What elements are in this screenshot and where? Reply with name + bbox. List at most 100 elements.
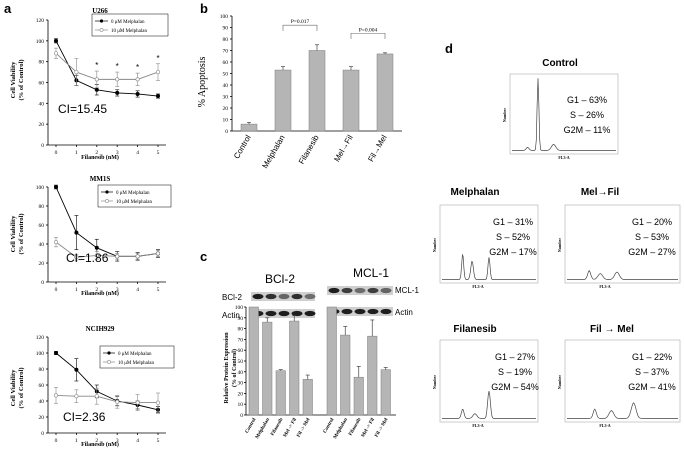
flow-stat-s: S – 53% bbox=[635, 232, 669, 242]
legend-label-1: 10 μM Melphalan bbox=[111, 29, 148, 34]
flow-panel-mel-fil: Mel→Fil Number FL3-A G1 – 20% S – 53% G2… bbox=[557, 187, 681, 289]
flow-frame bbox=[439, 204, 539, 284]
x-tick-label: 5 bbox=[157, 287, 160, 293]
data-point bbox=[135, 254, 140, 259]
x-tick-label: 4 bbox=[136, 438, 139, 444]
x-tick-label: 1 bbox=[75, 287, 78, 293]
legend-label-1: 10 μM Melphalan bbox=[116, 200, 153, 205]
legend-label-0: 0 μM Melphalan bbox=[116, 191, 150, 196]
category-label: Melphalan bbox=[255, 417, 271, 440]
y-tick-label: 40 bbox=[223, 83, 229, 89]
y-tick-label: 100 bbox=[36, 351, 45, 357]
significance-marker: * bbox=[95, 61, 98, 70]
legend-box bbox=[91, 13, 169, 37]
flow-cytometry: Control Number FL3-A G1 – 63% S – 26% G2… bbox=[432, 58, 681, 428]
flow-stat-g1: G1 – 63% bbox=[567, 95, 607, 105]
panel-letter-d: d bbox=[445, 41, 453, 56]
chart-title: MM1S bbox=[90, 175, 111, 183]
legend-marker-filled bbox=[99, 19, 104, 23]
line-chart-nci: NCIH929 0 20 40 60 80 100 120 0 1 2 3 4 5 Filanesib … bbox=[10, 325, 175, 448]
flow-stat-g1: G1 – 22% bbox=[632, 352, 672, 362]
blot-label-actin-right: Actin bbox=[395, 308, 413, 317]
legend: 0 μM Melphalan 10 μM Melphalan bbox=[99, 345, 175, 369]
y-tick-label: 50 bbox=[238, 359, 244, 365]
data-point bbox=[115, 254, 120, 259]
bar bbox=[353, 376, 364, 416]
bar-chart-apoptosis: 0 10 20 30 40 50 60 70 80 90 100 Control Melphalan Fi… bbox=[197, 14, 402, 170]
x-tick-label: 3 bbox=[116, 287, 119, 293]
y-axis-subtitle: (% of Control) bbox=[18, 213, 25, 254]
data-point bbox=[115, 399, 120, 404]
x-tick-label: 5 bbox=[157, 150, 160, 156]
data-point bbox=[135, 400, 140, 405]
flow-frame bbox=[439, 339, 539, 423]
x-tick-label: 1 bbox=[75, 150, 78, 156]
data-point bbox=[156, 251, 161, 256]
y-tick-label: 10 bbox=[238, 402, 244, 408]
category-label: Filanesib bbox=[270, 417, 284, 437]
y-tick-label: 80 bbox=[223, 37, 229, 43]
category-label: Control bbox=[323, 417, 336, 434]
series-line-1 bbox=[55, 53, 159, 80]
blot-band bbox=[341, 308, 353, 315]
blot-label-bcl2: BCl-2 bbox=[222, 293, 243, 302]
blot-band bbox=[278, 293, 290, 300]
x-tick-label: 0 bbox=[55, 150, 58, 156]
y-tick-label: 0 bbox=[41, 431, 44, 437]
blot-title-mcl1: MCL-1 bbox=[353, 266, 389, 280]
flow-stat-s: S – 26% bbox=[570, 110, 604, 120]
data-point bbox=[74, 394, 79, 399]
data-point bbox=[115, 77, 120, 82]
blot-band bbox=[252, 293, 264, 300]
combination-index: CI=2.36 bbox=[63, 410, 106, 424]
data-point bbox=[53, 240, 58, 245]
y-axis-title: Relative Protein Expression bbox=[224, 332, 230, 404]
flow-y-label: Number bbox=[432, 238, 437, 252]
flow-y-label: Number bbox=[557, 238, 562, 252]
y-tick-label: 20 bbox=[238, 391, 244, 397]
x-tick-label: 1 bbox=[75, 438, 78, 444]
data-point bbox=[53, 185, 58, 190]
bar bbox=[376, 53, 394, 132]
legend-marker-open bbox=[105, 199, 109, 203]
x-axis-title: Filanesib (nM) bbox=[81, 154, 119, 161]
y-tick-label: 20 bbox=[39, 261, 45, 267]
blot-band bbox=[304, 310, 316, 317]
y-tick-label: 100 bbox=[220, 14, 229, 20]
combination-index: CI=15.45 bbox=[58, 102, 107, 116]
data-point bbox=[74, 230, 79, 235]
flow-stat-g2m: G2M – 17% bbox=[489, 247, 537, 257]
blot-band bbox=[367, 308, 379, 315]
y-tick-label: 80 bbox=[39, 367, 45, 373]
flow-x-label: FL3-A bbox=[472, 423, 483, 428]
y-axis-subtitle: (% of Control) bbox=[231, 349, 238, 387]
data-point bbox=[53, 51, 58, 56]
flow-histogram bbox=[567, 402, 678, 419]
significance-marker: * bbox=[156, 54, 159, 63]
x-tick-label: 0 bbox=[55, 287, 58, 293]
category-label: Fil -> Mel bbox=[375, 417, 390, 438]
data-point bbox=[94, 253, 99, 258]
y-tick-label: 60 bbox=[39, 223, 45, 229]
blot-band bbox=[380, 287, 392, 294]
x-axis-title: Filanesib (nM) bbox=[81, 290, 119, 297]
y-tick-label: 80 bbox=[39, 204, 45, 210]
line-chart-u266: U266 0 20 40 60 80 100 120 0 1 2 3 4 5 * * * * Filanesib… bbox=[10, 7, 169, 161]
legend: 0 μM Melphalan 10 μM Melphalan bbox=[97, 184, 172, 208]
western-blots: BCl-2 MCL-1 BCl-2 Actin MCL-1 Actin bbox=[222, 266, 420, 320]
flow-histogram bbox=[567, 269, 678, 280]
flow-panel-melphalan: Melphalan Number FL3-A G1 – 31% S – 52% … bbox=[432, 187, 539, 289]
y-tick-label: 10 bbox=[223, 118, 229, 124]
series-line-1 bbox=[55, 394, 158, 404]
x-tick-label: 2 bbox=[95, 438, 98, 444]
blot-band bbox=[265, 293, 277, 300]
blot-band bbox=[341, 287, 353, 294]
data-point bbox=[74, 70, 79, 75]
flow-stat-s: S – 19% bbox=[498, 367, 532, 377]
flow-stat-g1: G1 – 31% bbox=[493, 217, 533, 227]
y-tick-label: 30 bbox=[238, 381, 244, 387]
y-tick-label: 120 bbox=[36, 335, 45, 341]
category-label: Control bbox=[245, 417, 258, 434]
chart-title: U266 bbox=[92, 7, 108, 15]
